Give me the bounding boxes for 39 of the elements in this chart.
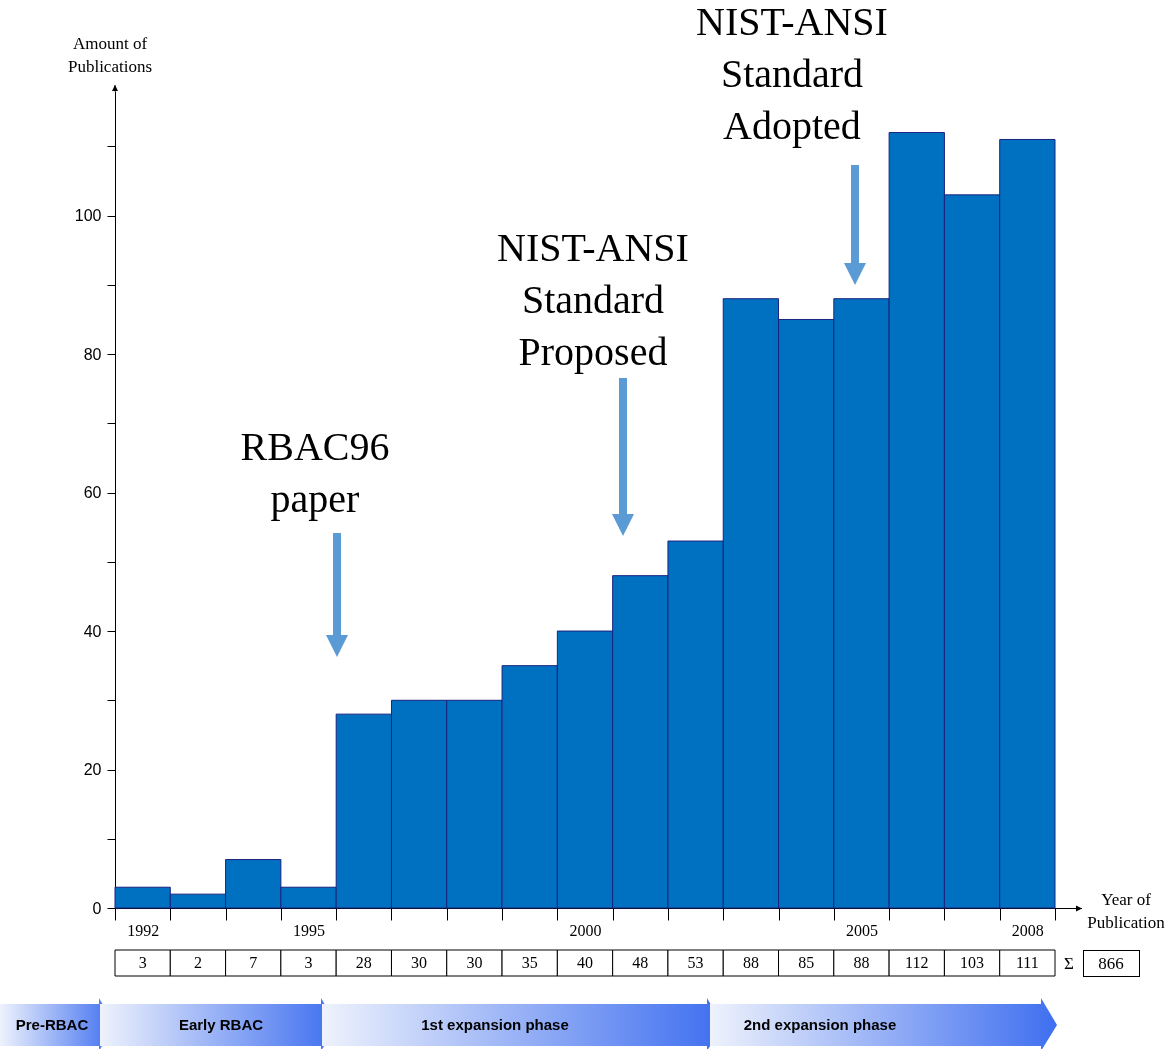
x-tick-label: 1995	[293, 921, 326, 939]
data-label: 3	[304, 954, 313, 971]
text: Pre-RBAC	[14, 1016, 90, 1033]
annotation: NIST-ANSI Standard Proposed	[496, 224, 690, 376]
x-tick-label: 2000	[569, 921, 602, 939]
text: Σ	[1063, 953, 1075, 975]
text: 2nd expansion phase	[742, 1016, 898, 1033]
data-label: 3	[138, 954, 147, 971]
y-tick-label: 40	[83, 622, 102, 640]
data-label: 40	[577, 954, 593, 971]
y-tick-label: 100	[74, 207, 102, 225]
annotation: RBAC96 paper	[239, 423, 391, 523]
y-tick-label: 60	[83, 484, 102, 502]
text: 1st expansion phase	[420, 1016, 570, 1033]
text: Early RBAC	[177, 1016, 265, 1033]
data-label: 112	[905, 954, 929, 971]
text: 866	[1083, 952, 1139, 975]
data-label: 103	[960, 954, 985, 971]
data-label: 30	[466, 954, 483, 971]
data-label: 111	[1015, 954, 1039, 971]
y-tick-label: 20	[83, 761, 102, 779]
x-axis-title: Year of Publication	[1086, 889, 1166, 934]
data-label: 85	[798, 954, 815, 971]
x-tick-label: 2008	[1011, 921, 1044, 939]
data-label: 48	[632, 954, 649, 971]
y-tick-label: 80	[83, 345, 102, 363]
annotation: NIST-ANSI Standard Adopted	[695, 0, 889, 150]
data-label: 53	[687, 954, 704, 971]
data-label: 30	[411, 954, 428, 971]
data-label: 7	[249, 954, 258, 971]
data-label: 88	[742, 954, 759, 971]
y-axis-title: Amount of Publications	[66, 33, 154, 78]
data-label: 28	[355, 954, 372, 971]
data-label: 2	[193, 954, 202, 971]
x-tick-label: 1992	[127, 921, 160, 939]
data-label: 35	[521, 954, 538, 971]
y-tick-label: 0	[92, 899, 102, 917]
x-tick-label: 2005	[845, 921, 878, 939]
data-label: 88	[853, 954, 870, 971]
